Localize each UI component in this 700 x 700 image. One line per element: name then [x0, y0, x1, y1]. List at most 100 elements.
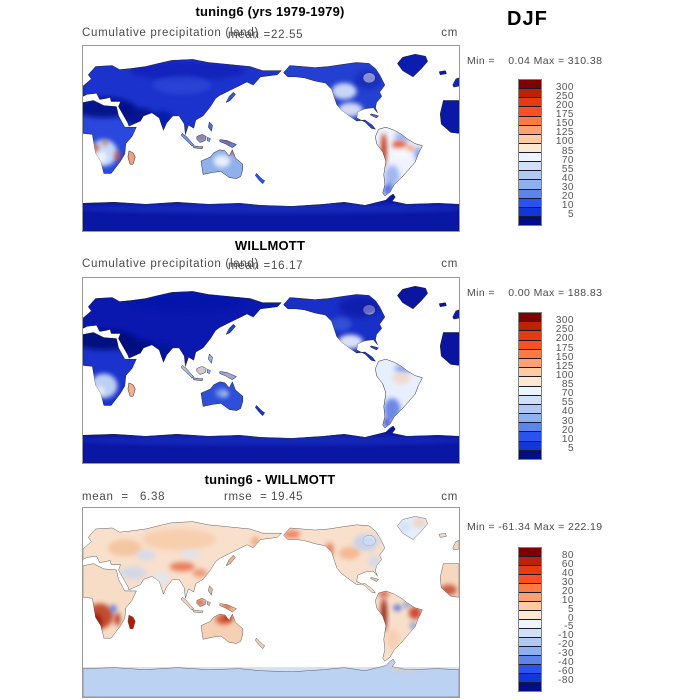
colorbar-tick-label: -20	[558, 639, 574, 651]
colorbar-segment	[519, 647, 541, 656]
colorbar-segment	[519, 611, 541, 620]
colorbar-tick-label: 85	[561, 379, 574, 390]
colorbar-segment	[519, 322, 541, 332]
colorbar-tick-label: -60	[558, 666, 574, 678]
rmse-value: 19.45	[271, 491, 304, 503]
units-label: cm	[441, 27, 458, 39]
colorbar-segment	[519, 162, 541, 172]
colorbar-tick-label: 175	[555, 109, 574, 121]
colorbar-tick-label: 200	[555, 333, 574, 345]
colorbar-segment	[519, 153, 541, 163]
minmax-label: Min = 0.00 Max = 188.83	[467, 287, 603, 299]
colorbar-segment	[519, 80, 541, 90]
colorbar-tick-label: 100	[555, 369, 574, 381]
colorbar-tick-label: 55	[561, 397, 574, 409]
colorbar-tick-label: 20	[561, 585, 574, 597]
colorbar-segment	[519, 674, 541, 683]
colorbar-segment	[519, 358, 541, 369]
colorbar-tick-label: 100	[555, 136, 574, 148]
colorbar-tick-label: 55	[561, 163, 574, 175]
colorbar-segment	[519, 432, 541, 442]
colorbar-segment	[519, 566, 541, 575]
colorbar-segment	[519, 125, 541, 135]
colorbar-segment	[519, 198, 541, 208]
colorbar-segment	[519, 441, 541, 451]
colorbar-segment	[519, 207, 541, 217]
panel-title: WILLMOTT	[234, 238, 306, 253]
colorbar-segment	[519, 368, 541, 378]
colorbar-segment	[519, 548, 541, 557]
mean-label: mean =	[82, 491, 129, 503]
colorbar-segment	[519, 414, 541, 424]
colorbar-segment	[519, 377, 541, 387]
colorbar-obs	[518, 312, 542, 460]
season-label: DJF	[507, 8, 548, 30]
colorbar-segment	[519, 143, 541, 153]
colorbar-tick-label: 200	[555, 100, 574, 112]
colorbar-tick-label: 250	[555, 324, 574, 336]
colorbar-segment	[519, 584, 541, 593]
colorbar-tick-label: 300	[555, 82, 574, 94]
colorbar-segment	[519, 404, 541, 415]
colorbar-segment	[519, 423, 541, 433]
colorbar-segment	[519, 107, 541, 117]
subtitle-label: Cumulative precipitation (land)	[82, 27, 260, 39]
panel-title: tuning6 (yrs 1979-1979)	[195, 4, 345, 19]
colorbar-segment	[519, 98, 541, 108]
mean-value: 16.17	[271, 260, 304, 272]
colorbar-tick-label: 30	[561, 181, 574, 193]
units-label: cm	[441, 258, 458, 270]
colorbar-tick-label: 70	[561, 154, 574, 166]
map-canvas-obs	[82, 277, 460, 464]
colorbar-tick-label: 80	[561, 549, 574, 561]
units-label: cm	[441, 491, 458, 503]
colorbar-segment	[519, 349, 541, 359]
colorbar-labels: 300 250 200 175 150 125 100 85 70 55 40 30 20 10 5	[544, 79, 574, 224]
colorbar-segment	[519, 575, 541, 584]
colorbar-tick-label: 150	[555, 118, 574, 130]
colorbar-tick-label: 60	[561, 558, 574, 570]
colorbar-segment	[519, 557, 541, 566]
colorbar-labels: 300 250 200 175 150 125 100 85 70 55 40 30 20 10 5	[544, 312, 574, 458]
colorbar-segment	[519, 602, 541, 611]
colorbar-tick-label: 40	[561, 406, 574, 418]
panel-title: tuning6 - WILLMOTT	[204, 472, 336, 487]
colorbar-tick-label: 40	[561, 172, 574, 184]
colorbar-segment	[519, 450, 541, 459]
colorbar-segment	[519, 171, 541, 181]
colorbar-tick-label: 85	[561, 145, 574, 157]
colorbar-tick-label: 5	[567, 603, 574, 615]
colorbar-segment	[519, 331, 541, 341]
colorbar-segment	[519, 89, 541, 99]
colorbar-segment	[519, 395, 541, 405]
colorbar-tick-label: 5	[567, 442, 574, 454]
subtitle-label: Cumulative precipitation (land)	[82, 258, 260, 270]
colorbar-segment	[519, 593, 541, 602]
colorbar-segment	[519, 620, 541, 629]
mean-label: mean =	[228, 29, 271, 41]
colorbar-segment	[519, 134, 541, 144]
minmax-label: Min = -61.34 Max = 222.19	[467, 521, 603, 533]
colorbar-tick-label: 30	[561, 576, 574, 588]
minmax-label: Min = 0.04 Max = 310.38	[467, 55, 603, 67]
colorbar-segment	[519, 340, 541, 350]
colorbar-tick-label: -40	[558, 657, 574, 669]
colorbar-tick-label: -5	[564, 621, 574, 633]
colorbar-segment	[519, 629, 541, 638]
colorbar-tick-label: 10	[561, 594, 574, 606]
colorbar-tick-label: 125	[555, 127, 574, 139]
colorbar-segment	[519, 386, 541, 396]
colorbar-tick-label: 250	[555, 91, 574, 103]
rmse-label: rmse =	[224, 491, 268, 503]
colorbar-tick-label: -30	[558, 648, 574, 660]
colorbar-segment	[519, 189, 541, 199]
colorbar-tick-label: 20	[561, 424, 574, 436]
colorbar-tick-label: 300	[555, 315, 574, 327]
colorbar-tick-label: 0	[567, 612, 574, 624]
colorbar-tick-label: 10	[561, 199, 574, 211]
colorbar-segment	[519, 313, 541, 323]
colorbar-segment	[519, 656, 541, 665]
colorbar-tick-label: 150	[555, 351, 574, 363]
colorbar-diff	[518, 547, 542, 692]
